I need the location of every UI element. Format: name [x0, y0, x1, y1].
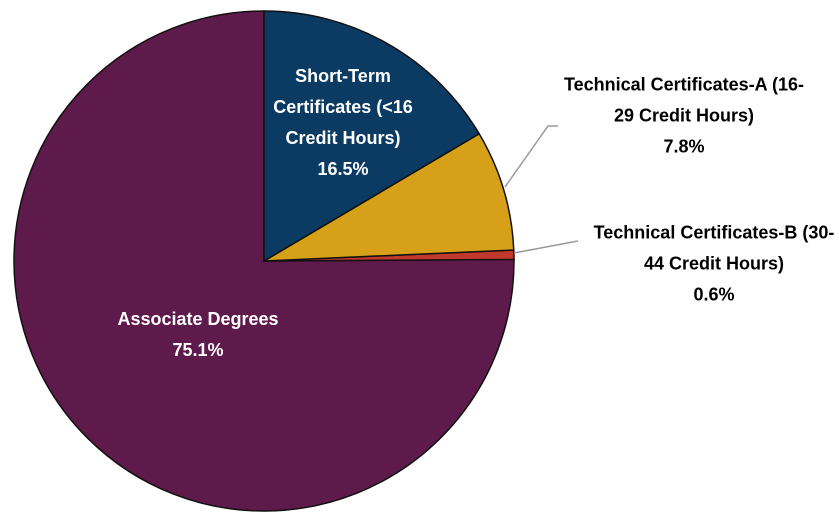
- pie-slice: [13, 10, 515, 512]
- leader-line: [513, 240, 579, 254]
- slice-label: Short-Term Certificates (<16 Credit Hour…: [263, 61, 423, 185]
- value-label: 7.8%: [663, 136, 705, 157]
- slice-label: Technical Certificates-B (30-44 Credit H…: [589, 218, 839, 311]
- slice-label: Technical Certificates-A (16-29 Credit H…: [554, 70, 814, 163]
- value-label: 0.6%: [693, 284, 735, 305]
- pie-slice: [263, 132, 515, 262]
- category-label: Technical Certificates-B (30-44 Credit H…: [593, 222, 835, 274]
- value-label: 75.1%: [172, 340, 224, 360]
- category-label: Technical Certificates-A (16-29 Credit H…: [563, 74, 805, 126]
- category-label: Associate Degrees: [117, 309, 279, 329]
- slice-label: Associate Degrees 75.1%: [78, 304, 318, 366]
- leader-line: [504, 125, 558, 188]
- value-label: 16.5%: [317, 159, 369, 179]
- category-label: Short-Term Certificates (<16 Credit Hour…: [273, 66, 413, 148]
- pie-slice: [263, 10, 481, 263]
